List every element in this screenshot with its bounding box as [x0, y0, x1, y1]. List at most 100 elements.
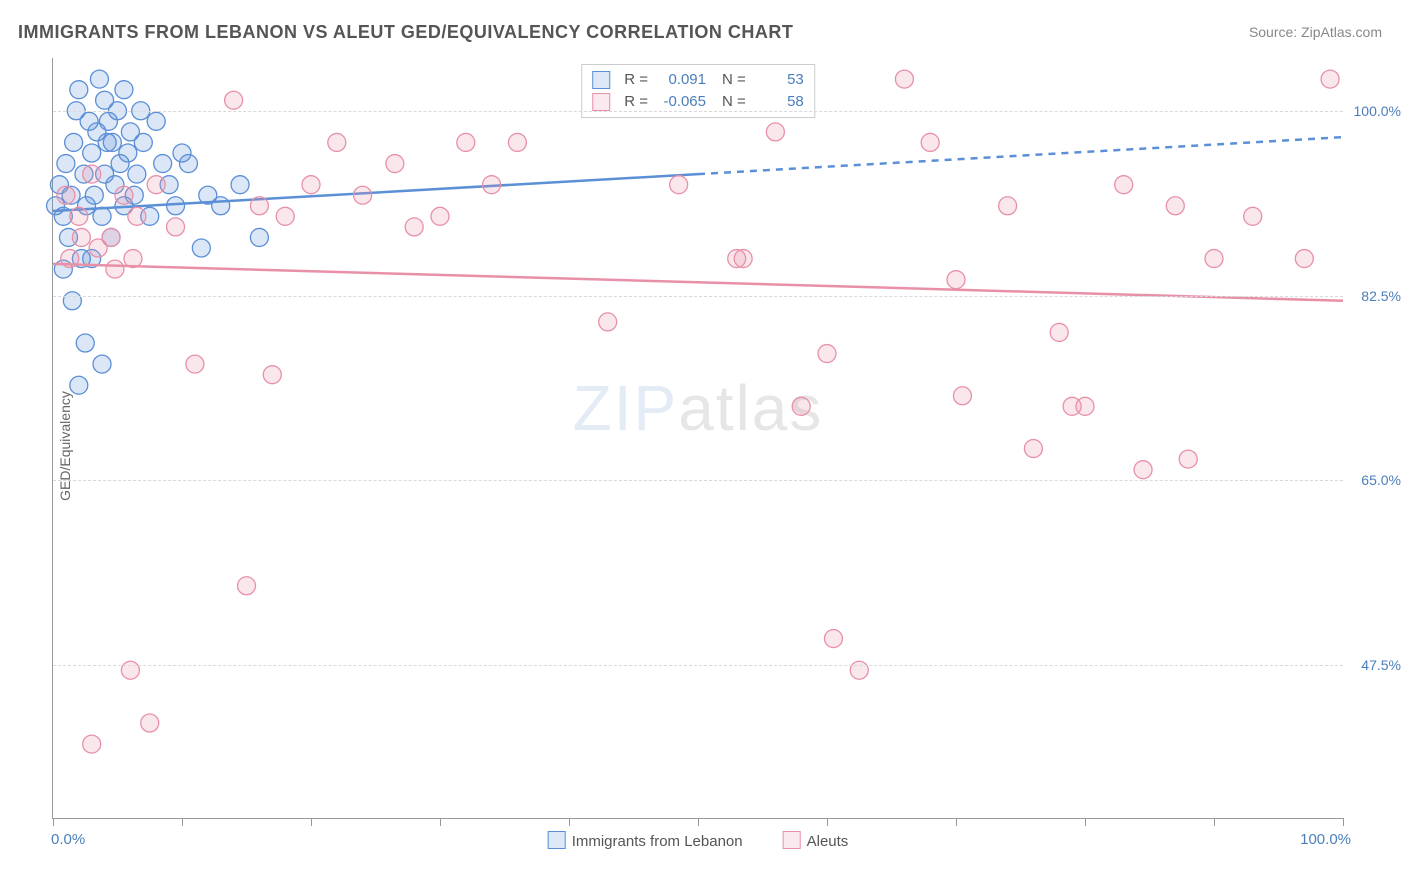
scatter-point-aleuts: [405, 218, 423, 236]
scatter-point-aleuts: [250, 197, 268, 215]
scatter-point-aleuts: [1295, 250, 1313, 268]
scatter-point-aleuts: [354, 186, 372, 204]
scatter-point-aleuts: [766, 123, 784, 141]
scatter-point-aleuts: [850, 661, 868, 679]
scatter-point-lebanon: [250, 228, 268, 246]
legend-swatch-lebanon: [592, 71, 610, 89]
scatter-point-aleuts: [999, 197, 1017, 215]
scatter-point-lebanon: [147, 112, 165, 130]
gridline: [53, 111, 1343, 112]
series-legend-label-lebanon: Immigrants from Lebanon: [572, 833, 743, 850]
scatter-point-lebanon: [83, 144, 101, 162]
x-tick: [956, 818, 957, 826]
scatter-point-aleuts: [1205, 250, 1223, 268]
x-tick: [827, 818, 828, 826]
gridline: [53, 296, 1343, 297]
x-axis-min-label: 0.0%: [51, 831, 85, 848]
scatter-point-aleuts: [147, 176, 165, 194]
trend-line-dashed-lebanon: [698, 137, 1343, 174]
scatter-point-aleuts: [1166, 197, 1184, 215]
legend-N-value-aleuts: 58: [754, 91, 804, 113]
scatter-point-lebanon: [231, 176, 249, 194]
scatter-point-aleuts: [818, 345, 836, 363]
scatter-point-aleuts: [57, 186, 75, 204]
x-tick: [698, 818, 699, 826]
scatter-point-aleuts: [670, 176, 688, 194]
legend-N-label: N =: [722, 91, 746, 113]
series-legend: Immigrants from Lebanon Aleuts: [548, 831, 849, 850]
gridline: [53, 480, 1343, 481]
scatter-point-lebanon: [70, 376, 88, 394]
scatter-point-aleuts: [89, 239, 107, 257]
scatter-point-aleuts: [128, 207, 146, 225]
scatter-point-aleuts: [121, 661, 139, 679]
stats-legend-row-aleuts: R =-0.065N =58: [592, 91, 804, 113]
scatter-point-lebanon: [90, 70, 108, 88]
series-legend-item-aleuts: Aleuts: [783, 831, 849, 850]
scatter-point-aleuts: [431, 207, 449, 225]
scatter-point-aleuts: [83, 165, 101, 183]
scatter-point-aleuts: [302, 176, 320, 194]
scatter-point-aleuts: [70, 207, 88, 225]
scatter-point-aleuts: [1134, 461, 1152, 479]
gridline: [53, 665, 1343, 666]
scatter-point-lebanon: [70, 81, 88, 99]
scatter-point-lebanon: [128, 165, 146, 183]
scatter-point-lebanon: [154, 155, 172, 173]
scatter-point-lebanon: [167, 197, 185, 215]
scatter-point-aleuts: [1179, 450, 1197, 468]
scatter-point-aleuts: [328, 133, 346, 151]
scatter-point-aleuts: [238, 577, 256, 595]
x-tick: [1343, 818, 1344, 826]
x-tick: [440, 818, 441, 826]
scatter-point-aleuts: [72, 228, 90, 246]
scatter-point-aleuts: [115, 186, 133, 204]
series-legend-item-lebanon: Immigrants from Lebanon: [548, 831, 743, 850]
plot-svg: [53, 58, 1343, 818]
scatter-point-lebanon: [192, 239, 210, 257]
scatter-point-lebanon: [134, 133, 152, 151]
legend-N-label: N =: [722, 69, 746, 91]
scatter-point-lebanon: [65, 133, 83, 151]
scatter-point-aleuts: [276, 207, 294, 225]
scatter-point-aleuts: [895, 70, 913, 88]
scatter-point-aleuts: [792, 397, 810, 415]
x-axis-max-label: 100.0%: [1300, 831, 1351, 848]
scatter-point-aleuts: [1050, 323, 1068, 341]
scatter-point-lebanon: [57, 155, 75, 173]
scatter-point-aleuts: [386, 155, 404, 173]
scatter-point-aleuts: [1115, 176, 1133, 194]
legend-R-value-lebanon: 0.091: [656, 69, 706, 91]
scatter-point-lebanon: [85, 186, 103, 204]
plot-area: ZIPatlas R =0.091N =53R =-0.065N =58 0.0…: [52, 58, 1343, 819]
x-tick: [182, 818, 183, 826]
scatter-point-aleuts: [508, 133, 526, 151]
scatter-point-aleuts: [83, 735, 101, 753]
scatter-point-lebanon: [76, 334, 94, 352]
scatter-point-aleuts: [106, 260, 124, 278]
legend-swatch-aleuts: [783, 831, 801, 849]
y-tick-label: 65.0%: [1345, 472, 1401, 488]
scatter-point-aleuts: [953, 387, 971, 405]
scatter-point-aleuts: [1321, 70, 1339, 88]
scatter-point-aleuts: [167, 218, 185, 236]
x-tick: [311, 818, 312, 826]
legend-N-value-lebanon: 53: [754, 69, 804, 91]
scatter-point-aleuts: [141, 714, 159, 732]
scatter-point-lebanon: [96, 91, 114, 109]
scatter-point-aleuts: [824, 630, 842, 648]
legend-R-label: R =: [624, 91, 648, 113]
y-tick-label: 82.5%: [1345, 288, 1401, 304]
scatter-point-aleuts: [921, 133, 939, 151]
scatter-point-lebanon: [115, 81, 133, 99]
scatter-point-aleuts: [263, 366, 281, 384]
scatter-point-lebanon: [99, 112, 117, 130]
scatter-point-aleuts: [734, 250, 752, 268]
scatter-point-aleuts: [225, 91, 243, 109]
source-attribution: Source: ZipAtlas.com: [1249, 24, 1382, 40]
legend-R-label: R =: [624, 69, 648, 91]
x-tick: [1214, 818, 1215, 826]
scatter-point-aleuts: [599, 313, 617, 331]
y-tick-label: 100.0%: [1345, 103, 1401, 119]
legend-swatch-aleuts: [592, 93, 610, 111]
